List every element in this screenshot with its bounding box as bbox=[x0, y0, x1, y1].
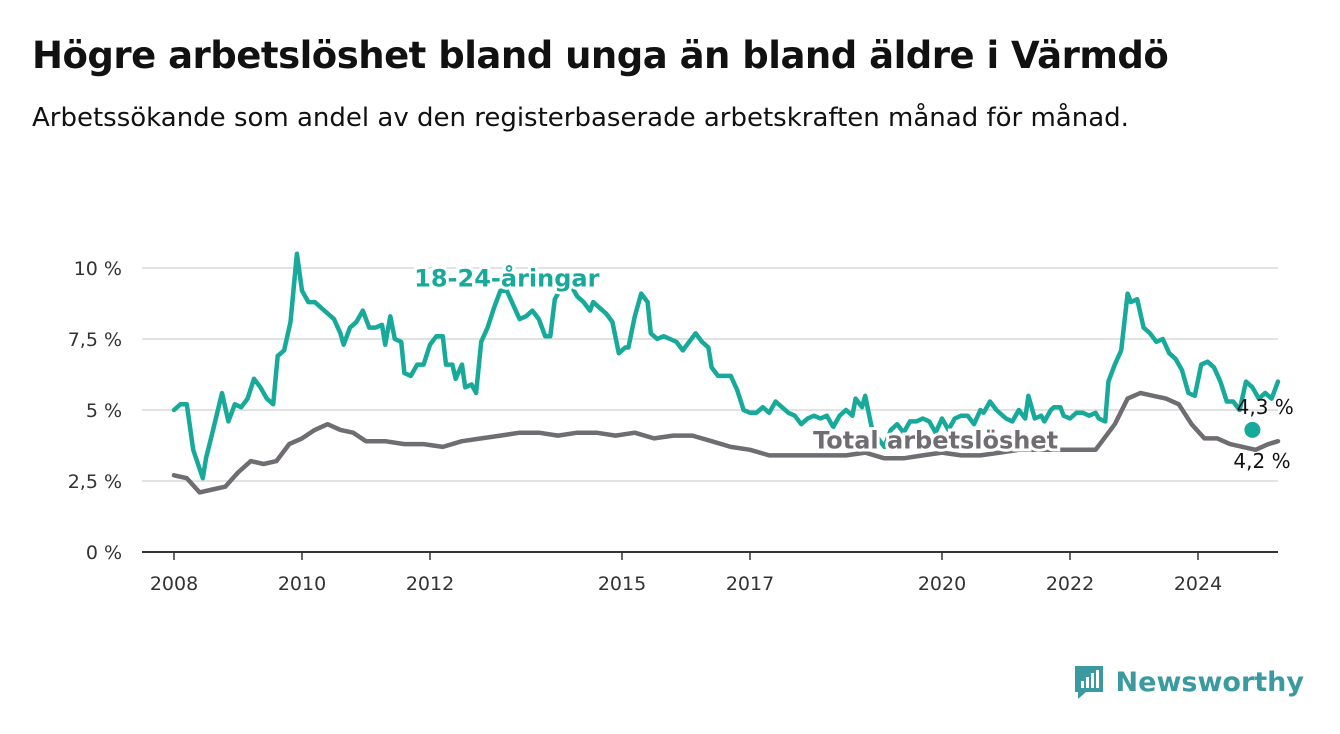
series-end-point-youth bbox=[1244, 421, 1261, 438]
series-label-youth: 18-24-åringar bbox=[414, 263, 599, 292]
x-tick-label: 2020 bbox=[918, 573, 966, 595]
chart-title: Högre arbetslöshet bland unga än bland ä… bbox=[32, 34, 1169, 77]
x-tick-label: 2024 bbox=[1174, 573, 1222, 595]
series-line-total bbox=[171, 390, 1281, 495]
y-tick-label: 7,5 % bbox=[68, 329, 122, 351]
y-tick-label: 0 % bbox=[86, 542, 122, 564]
y-tick-label: 2,5 % bbox=[68, 471, 122, 493]
x-tick-label: 2017 bbox=[726, 573, 774, 595]
x-tick-label: 2008 bbox=[150, 573, 198, 595]
brand-name: Newsworthy bbox=[1115, 666, 1304, 698]
chart-subtitle: Arbetssökande som andel av den registerb… bbox=[32, 103, 1129, 133]
x-tick-label: 2010 bbox=[278, 573, 326, 595]
x-tick-label: 2022 bbox=[1046, 573, 1094, 595]
series-label-total: Total arbetslöshet bbox=[813, 426, 1058, 454]
y-tick-label: 10 % bbox=[74, 258, 122, 280]
x-tick-label: 2012 bbox=[406, 573, 454, 595]
brand-logo: Newsworthy bbox=[1072, 664, 1304, 700]
end-label-youth: 4,3 % bbox=[1237, 395, 1294, 419]
bar-chart-logo-icon bbox=[1074, 666, 1103, 699]
end-label-total: 4,2 % bbox=[1233, 449, 1290, 473]
series-line-youth bbox=[171, 251, 1281, 481]
x-tick-label: 2015 bbox=[598, 573, 646, 595]
y-tick-label: 5 % bbox=[86, 400, 122, 422]
